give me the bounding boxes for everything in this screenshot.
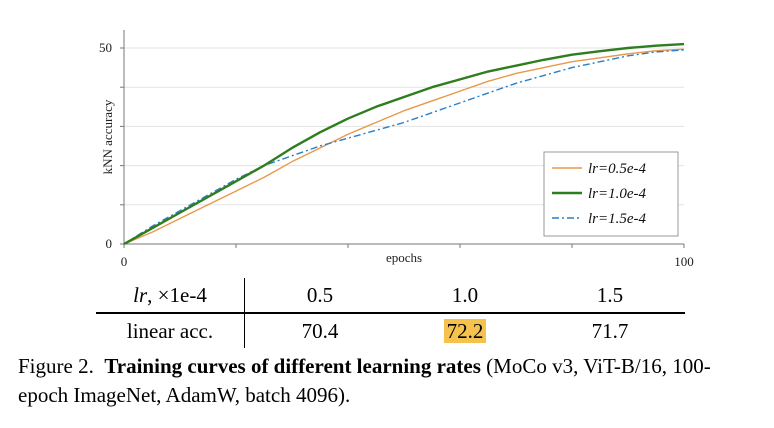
legend-label-value: =0.5e-4 [598, 161, 647, 177]
table-header-cell: 0.5 [244, 278, 395, 314]
legend: lr=0.5e-4lr=1.0e-4lr=1.5e-4 [543, 151, 679, 237]
x-axis-title: epochs [386, 250, 422, 265]
table-cell: 72.2 [395, 313, 535, 348]
table-cell: 71.7 [591, 318, 629, 343]
legend-label: lr=0.5e-4 [588, 161, 647, 177]
legend-label-value: =1.5e-4 [598, 211, 647, 227]
table-header-label: lr, ×1e-4 [96, 278, 245, 314]
legend-label: lr=1.0e-4 [588, 186, 647, 202]
highlighted-value: 72.2 [443, 318, 487, 343]
y-axis-title: kNN accuracy [100, 99, 115, 174]
table-cell: 70.4 [301, 318, 339, 343]
table-header-cell: 1.5 [535, 278, 685, 314]
table-row-label: linear acc. [96, 313, 245, 348]
legend-label-var: lr [588, 211, 598, 227]
learning-rate-table: lr, ×1e-4 0.5 1.0 1.5 linear acc. 70.4 7… [96, 278, 685, 348]
caption-rest: (MoCo v3, ViT-B/16, 100-epoch ImageNet, … [18, 354, 711, 407]
series-lines [123, 42, 685, 246]
axis-ticks [120, 47, 685, 248]
training-curves-chart: 0 100 0 50 epochs kNN accuracy lr=0.5e-4… [99, 30, 694, 269]
table-header-row: lr, ×1e-4 0.5 1.0 1.5 [96, 278, 685, 314]
figure-caption: Figure 2. Training curves of different l… [18, 352, 758, 410]
legend-label-var: lr [588, 161, 598, 177]
caption-bold: Training curves of different learning ra… [104, 354, 481, 378]
table-row: linear acc. 70.4 72.2 71.7 [96, 313, 685, 348]
series-line-lr=1.5e-4 [123, 49, 685, 245]
y-tick-label-0: 0 [106, 236, 113, 251]
legend-label-var: lr [588, 186, 598, 202]
legend-label: lr=1.5e-4 [588, 211, 647, 227]
table-header-cell: 1.0 [395, 278, 535, 314]
x-tick-label-100: 100 [674, 254, 694, 269]
x-tick-label-0: 0 [121, 254, 128, 269]
legend-label-value: =1.0e-4 [598, 186, 647, 202]
y-tick-label-50: 50 [99, 40, 112, 55]
caption-prefix: Figure 2. [18, 354, 94, 378]
